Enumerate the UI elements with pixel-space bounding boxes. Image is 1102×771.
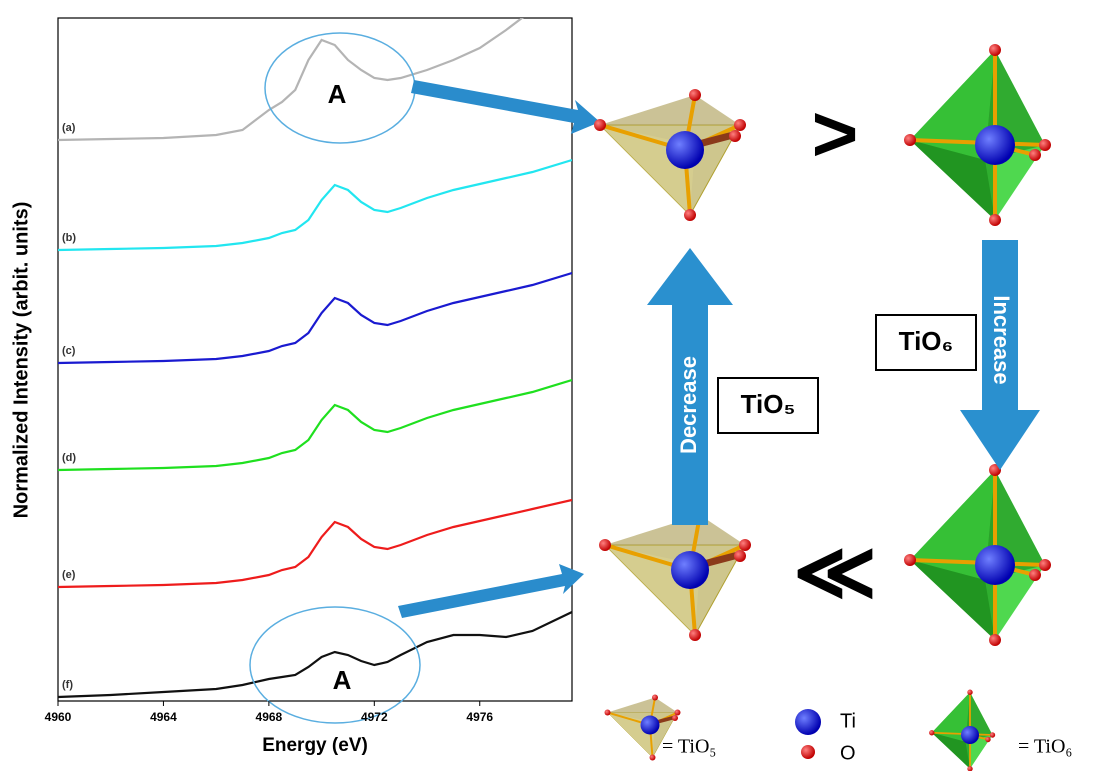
annotation: A <box>333 665 352 695</box>
annotation: A <box>328 79 347 109</box>
box-label: TiO₅ <box>741 389 796 419</box>
x-axis-label: Energy (eV) <box>262 735 368 756</box>
box-label: TiO₆ <box>899 326 954 356</box>
legend-ti <box>795 709 821 735</box>
comparison-symbol: > <box>812 89 859 178</box>
comparison-symbol: ≪ <box>793 527 877 616</box>
arrow-label: Increase <box>989 295 1014 384</box>
series-label: (d) <box>62 452 76 464</box>
legend-label: = TiO₅ <box>662 736 716 758</box>
series-label: (e) <box>62 569 76 581</box>
x-tick-label: 4976 <box>466 710 493 724</box>
x-tick-label: 4972 <box>361 710 388 724</box>
legend-label: O <box>840 742 856 764</box>
arrow-label: Decrease <box>676 356 701 454</box>
legend-o <box>801 745 815 759</box>
y-axis-label: Normalized Intensity (arbit. units) <box>10 202 32 519</box>
series-label: (b) <box>62 232 76 244</box>
x-tick-label: 4960 <box>45 710 72 724</box>
series-label: (f) <box>62 679 73 691</box>
figure: (a) (b) (c) (d) (e) (f) Normalized Intensity … <box>0 0 1102 771</box>
legend-label: Ti <box>840 710 856 732</box>
page: {"chart_data": {"type": "line", "x_label… <box>0 0 1102 771</box>
series-label: (c) <box>62 345 76 357</box>
series-label: (a) <box>62 122 76 134</box>
x-tick-label: 4968 <box>256 710 283 724</box>
x-tick-label: 4964 <box>150 710 177 724</box>
legend-label: = TiO₆ <box>1018 736 1072 758</box>
